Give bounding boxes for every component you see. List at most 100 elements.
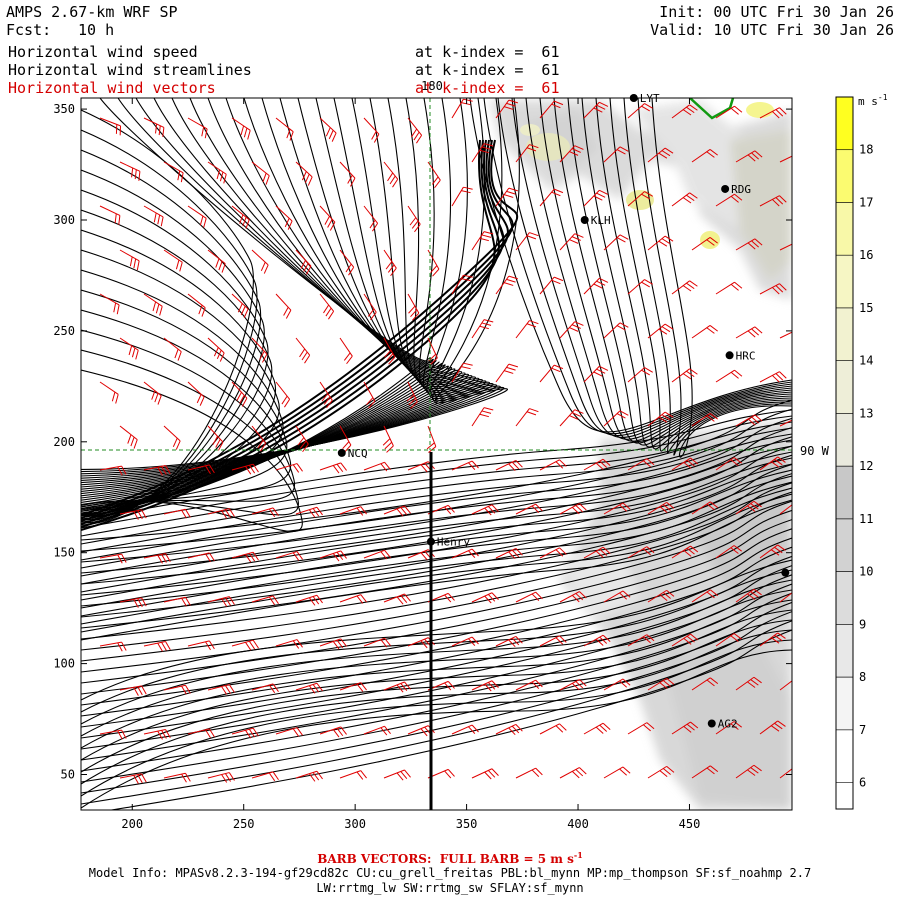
wind-barb xyxy=(539,276,564,295)
wind-barb xyxy=(187,464,215,475)
streamline xyxy=(81,493,792,633)
wind-barb xyxy=(319,638,347,650)
wind-barb xyxy=(627,191,653,207)
streamline xyxy=(81,559,792,701)
wind-barb xyxy=(471,680,499,692)
y-tick-label: 300 xyxy=(53,213,75,227)
wind-barb xyxy=(603,410,629,427)
wind-barb xyxy=(451,186,473,207)
wind-barb xyxy=(207,249,226,273)
wind-barb xyxy=(559,145,584,163)
model-info-line-2: LW:rrtmg_lw SW:rrtmg_sw SFLAY:sf_mynn xyxy=(316,881,584,895)
wind-barb xyxy=(495,275,519,295)
streamline xyxy=(81,565,792,739)
wind-barb xyxy=(779,415,792,427)
wind-barb xyxy=(451,362,473,383)
streamline xyxy=(81,579,792,725)
wind-barb xyxy=(539,100,564,119)
colorbar-label: 18 xyxy=(859,143,873,157)
wind-barb xyxy=(143,553,171,564)
station-marker xyxy=(337,448,346,457)
streamlines-layer xyxy=(81,98,792,810)
forecast-hour: 10 h xyxy=(78,21,115,39)
wind-barb xyxy=(559,591,587,603)
y-tick-label: 50 xyxy=(61,768,75,782)
station-label: Henry xyxy=(437,536,470,549)
colorbar-label: 11 xyxy=(859,512,873,526)
wind-barb xyxy=(691,237,718,251)
streamline xyxy=(81,451,792,577)
wind-barb xyxy=(647,589,675,603)
colorbar-label: 14 xyxy=(859,354,873,368)
wind-barb xyxy=(231,381,248,407)
wind-barb xyxy=(671,457,699,471)
wind-barb xyxy=(363,293,377,321)
wind-barb xyxy=(627,722,655,735)
streamline xyxy=(511,98,792,438)
wind-barb xyxy=(119,685,147,696)
wind-barb xyxy=(407,117,423,144)
streamline xyxy=(609,98,792,452)
wind-barb xyxy=(691,677,719,691)
streamline xyxy=(81,139,509,522)
wind-barb xyxy=(471,231,494,251)
streamline xyxy=(81,463,792,618)
wind-barb xyxy=(603,678,631,691)
station-marker xyxy=(721,184,730,193)
wind-barb xyxy=(163,249,183,272)
wind-barb xyxy=(99,381,119,404)
streamline xyxy=(81,349,299,516)
wind-barb xyxy=(251,771,279,782)
wind-barb xyxy=(251,249,269,274)
x-tick-label: 400 xyxy=(567,817,589,831)
wind-barb xyxy=(451,274,473,295)
wind-barb xyxy=(207,684,235,695)
wind-barb xyxy=(187,640,215,651)
wind-barb xyxy=(163,337,182,361)
streamline xyxy=(81,639,792,797)
wind-barb xyxy=(715,281,743,295)
wind-barb xyxy=(691,765,719,779)
streamline xyxy=(581,98,792,448)
field-2-name: Horizontal wind streamlines xyxy=(8,61,252,79)
wind-barb xyxy=(471,407,494,427)
init-time: Init: 00 UTC Fri 30 Jan 26 xyxy=(659,3,894,21)
streamline xyxy=(553,98,792,444)
wind-barb xyxy=(471,143,494,163)
wind-barb xyxy=(99,553,127,564)
wind-barb xyxy=(759,720,786,735)
wind-barb xyxy=(295,161,313,186)
colorbar-label: 15 xyxy=(859,301,873,315)
wind-barb xyxy=(495,547,523,560)
wind-barb xyxy=(339,594,367,604)
wind-barb xyxy=(275,117,294,141)
wind-barb xyxy=(779,151,792,163)
streamline xyxy=(81,611,792,794)
wind-barb xyxy=(231,463,259,475)
wind-barb xyxy=(691,413,718,427)
wind-barb xyxy=(583,458,611,471)
wind-barb xyxy=(539,459,567,471)
streamline xyxy=(81,649,792,809)
streamline xyxy=(81,439,792,561)
x-tick-label: 300 xyxy=(344,817,366,831)
wind-speed-shading xyxy=(81,98,792,810)
station-marker xyxy=(725,351,734,360)
model-info-line-1: Model Info: MPASv8.2.3-194-gf29cd82c CU:… xyxy=(88,866,812,880)
wind-barb xyxy=(759,544,786,559)
colorbar: 6 7 8 9 10 11 12 13 14 15 16 17 18 xyxy=(835,96,873,810)
wind-barb xyxy=(735,414,763,427)
x-tick-label: 200 xyxy=(121,817,143,831)
wind-barb xyxy=(583,634,611,647)
wind-barb xyxy=(515,767,543,779)
barb-legend: BARB VECTORS: FULL BARB = 5 m s-1 xyxy=(317,850,583,866)
wind-barb xyxy=(451,636,479,647)
wind-barb xyxy=(207,772,235,783)
field-3-level: at k-index = 61 xyxy=(415,79,560,97)
colorbar-swatch xyxy=(835,465,854,520)
wind-barb xyxy=(363,637,391,648)
streamline xyxy=(81,98,520,470)
x-tick-label: 350 xyxy=(456,817,478,831)
streamline xyxy=(81,436,792,585)
